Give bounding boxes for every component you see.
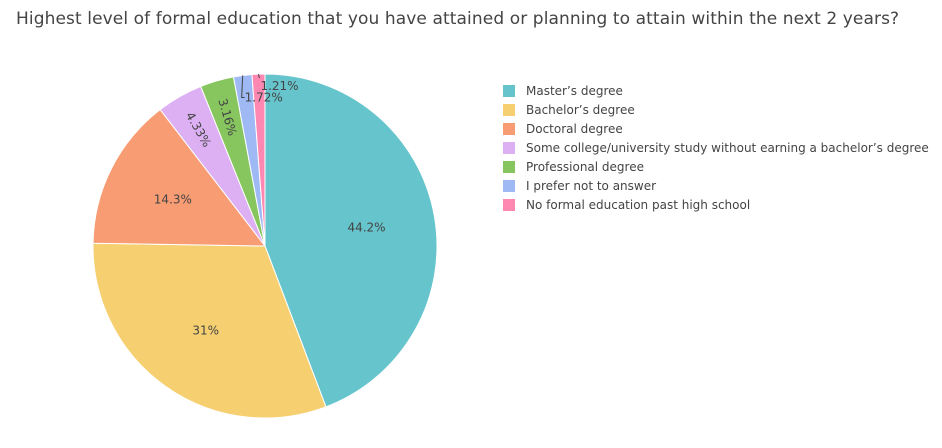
legend-swatch xyxy=(503,103,515,116)
legend-swatch xyxy=(503,84,515,97)
legend-swatch xyxy=(503,160,515,173)
slice-label: 44.2% xyxy=(347,220,385,234)
legend-label: Doctoral degree xyxy=(526,121,623,136)
pie-slice[interactable] xyxy=(264,73,438,408)
legend-item[interactable]: Professional degree xyxy=(503,157,929,176)
legend-label: No formal education past high school xyxy=(526,197,751,212)
slice-label: 31% xyxy=(192,323,219,337)
leader-line xyxy=(241,75,245,98)
legend-label: I prefer not to answer xyxy=(526,178,657,193)
legend-item[interactable]: Some college/university study without ea… xyxy=(503,138,929,157)
legend-label: Bachelor’s degree xyxy=(526,102,635,117)
legend-item[interactable]: Doctoral degree xyxy=(503,119,929,138)
legend-swatch xyxy=(503,122,515,135)
leader-line xyxy=(257,74,260,79)
slice-label: 14.3% xyxy=(154,193,192,207)
legend-item[interactable]: Master’s degree xyxy=(503,81,929,100)
pie-slice[interactable] xyxy=(92,242,327,419)
slice-label: 1.21% xyxy=(260,79,298,93)
legend-item[interactable]: Bachelor’s degree xyxy=(503,100,929,119)
legend-item[interactable]: No formal education past high school xyxy=(503,195,929,214)
chart-legend: Master’s degree Bachelor’s degree Doctoral… xyxy=(503,81,929,214)
legend-label: Master’s degree xyxy=(526,83,623,98)
legend-swatch xyxy=(503,198,515,211)
legend-swatch xyxy=(503,179,515,192)
pie-slice[interactable] xyxy=(92,108,267,247)
legend-label: Professional degree xyxy=(526,159,644,174)
chart-title: Highest level of formal education that y… xyxy=(16,9,900,29)
legend-swatch xyxy=(503,141,515,154)
legend-item[interactable]: I prefer not to answer xyxy=(503,176,929,195)
slice-label: 1.72% xyxy=(245,90,283,104)
legend-label: Some college/university study without ea… xyxy=(526,140,929,155)
